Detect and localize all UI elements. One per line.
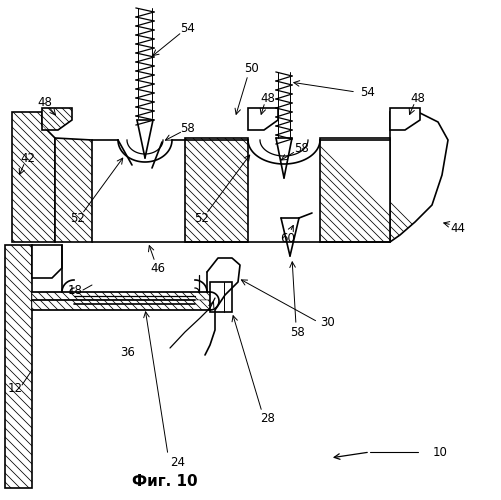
Text: 42: 42 [21, 152, 36, 164]
Polygon shape [32, 245, 62, 278]
Polygon shape [389, 112, 447, 242]
Text: 44: 44 [449, 222, 464, 234]
Text: 10: 10 [432, 446, 446, 458]
Polygon shape [209, 282, 231, 312]
Text: 52: 52 [71, 212, 85, 224]
Polygon shape [55, 138, 92, 242]
Text: 58: 58 [294, 142, 309, 154]
Polygon shape [32, 300, 209, 310]
Text: 48: 48 [410, 92, 424, 104]
Text: 60: 60 [280, 232, 295, 244]
Text: 48: 48 [260, 92, 275, 104]
Text: 54: 54 [360, 86, 375, 98]
Text: 58: 58 [180, 122, 195, 134]
Text: 58: 58 [290, 326, 305, 338]
Text: 28: 28 [260, 412, 275, 424]
Polygon shape [389, 108, 419, 130]
Text: 46: 46 [150, 262, 165, 274]
Polygon shape [247, 108, 278, 130]
Text: 12: 12 [8, 382, 23, 394]
Polygon shape [42, 108, 72, 130]
Text: 48: 48 [38, 96, 52, 108]
Text: 52: 52 [194, 212, 209, 224]
Text: 24: 24 [170, 456, 185, 468]
Polygon shape [12, 112, 55, 242]
Text: 18: 18 [68, 284, 82, 296]
Text: 30: 30 [320, 316, 335, 328]
Text: 50: 50 [244, 62, 259, 74]
Text: 36: 36 [120, 346, 135, 358]
Text: Фиг. 10: Фиг. 10 [132, 474, 197, 490]
Polygon shape [319, 138, 389, 242]
Polygon shape [32, 292, 209, 300]
Polygon shape [5, 245, 32, 488]
Text: 54: 54 [180, 22, 195, 35]
Polygon shape [185, 138, 247, 242]
